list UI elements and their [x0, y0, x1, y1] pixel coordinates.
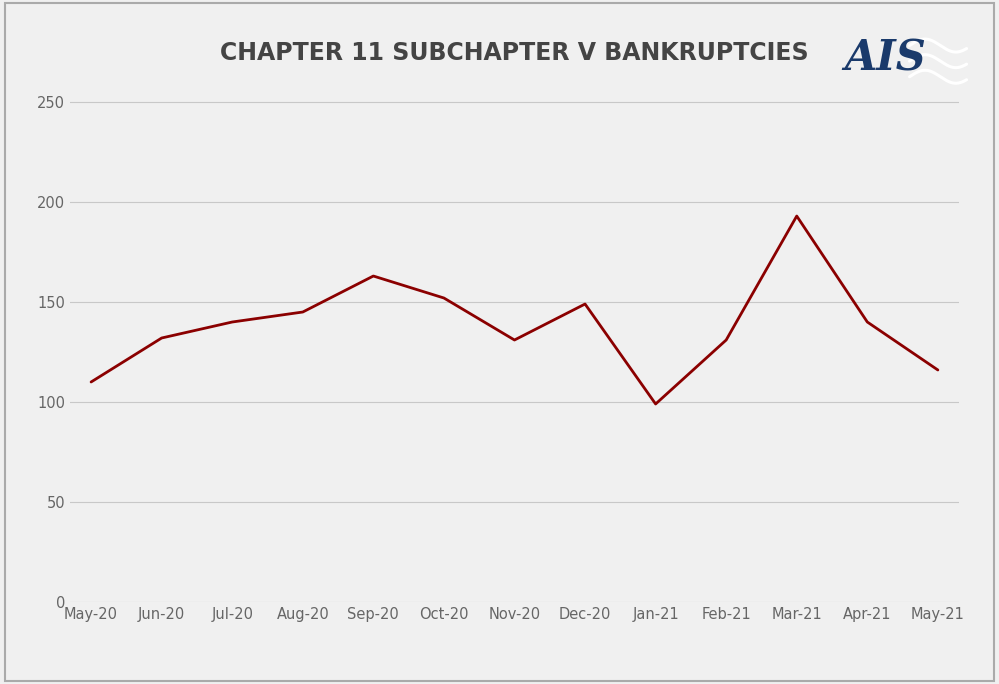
Title: CHAPTER 11 SUBCHAPTER V BANKRUPTCIES: CHAPTER 11 SUBCHAPTER V BANKRUPTCIES [220, 41, 809, 65]
Text: AIS: AIS [844, 37, 926, 79]
